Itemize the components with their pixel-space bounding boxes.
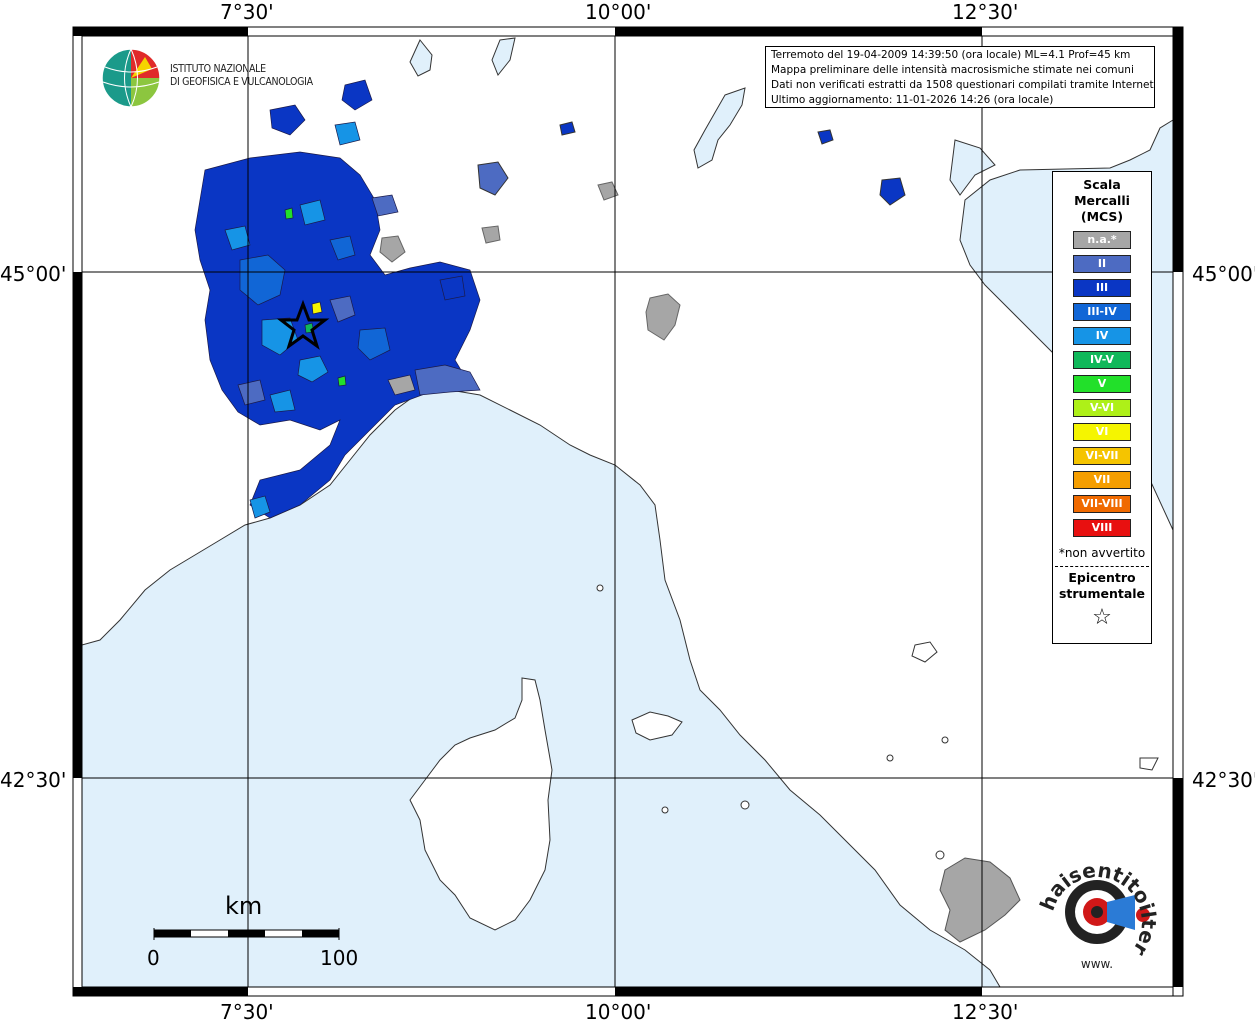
mcs-legend: Scala Mercalli (MCS) n.a.* II III III-IV IV I… — [1052, 171, 1152, 644]
legend-swatch-1: II — [1073, 255, 1131, 273]
scale-max-label: 100 — [320, 946, 359, 970]
legend-note: *non avvertito — [1058, 546, 1146, 560]
legend-swatch-5: IV-V — [1073, 351, 1131, 369]
lon-label-bottom-2: 10°00' — [585, 1000, 652, 1024]
legend-items: n.a.* II III III-IV IV IV-V V V-VI VI VI-VII VII VI… — [1053, 231, 1151, 537]
corsica — [409, 677, 553, 931]
scale-bar: km 0 100 — [145, 890, 359, 980]
lat-label-right-1: 45°00' — [1192, 262, 1255, 286]
lake-garda — [693, 87, 746, 169]
ingv-globe-icon — [101, 48, 161, 108]
legend-star-icon: ☆ — [1092, 605, 1112, 630]
legend-swatch-9: VI-VII — [1073, 447, 1131, 465]
lon-label-bottom-1: 7°30' — [220, 1000, 274, 1024]
lat-label-right-2: 42°30' — [1192, 768, 1255, 792]
frame-bars — [72, 26, 1184, 997]
scale-min-label: 0 — [147, 946, 160, 970]
legend-swatch-10: VII — [1073, 471, 1131, 489]
lon-label-top-3: 12°30' — [952, 0, 1019, 24]
ingv-logo: ISTITUTO NAZIONALE DI GEOFISICA E VULCAN… — [100, 47, 320, 109]
legend-swatch-2: III — [1073, 279, 1131, 297]
hst-logo: haisentitoilterremoto.it www. — [1025, 831, 1161, 975]
legend-swatch-6: V — [1073, 375, 1131, 393]
legend-title-line2: Mercalli — [1074, 193, 1130, 208]
lon-label-top-1: 7°30' — [220, 0, 274, 24]
legend-swatch-8: VI — [1073, 423, 1131, 441]
event-info-line4: Ultimo aggiornamento: 11-01-2026 14:26 (… — [771, 94, 1054, 106]
hst-target-icon: haisentitoilterremoto.it www. — [1025, 831, 1161, 971]
lon-label-bottom-3: 12°30' — [952, 1000, 1019, 1024]
lon-label-top-2: 10°00' — [585, 0, 652, 24]
event-info-line1: Terremoto del 19-04-2009 14:39:50 (ora l… — [771, 49, 1131, 61]
ingv-name-line2: DI GEOFISICA E VULCANOLOGIA — [170, 76, 313, 88]
hst-logo-prefix: www. — [1081, 957, 1113, 971]
ingv-name-line1: ISTITUTO NAZIONALE — [170, 63, 266, 75]
intensity-cluster — [194, 79, 481, 519]
legend-title-line3: (MCS) — [1080, 209, 1124, 224]
scale-bar-graphic — [153, 928, 340, 940]
legend-swatch-7: V-VI — [1073, 399, 1131, 417]
legend-epicentre-line2: strumentale — [1058, 586, 1146, 601]
legend-swatch-3: III-IV — [1073, 303, 1131, 321]
graticule — [73, 27, 1183, 996]
lat-label-left-1: 45°00' — [0, 262, 67, 286]
legend-swatch-11: VII-VIII — [1073, 495, 1131, 513]
legend-epicentre-line1: Epicentro — [1068, 570, 1136, 585]
event-info-line2: Mappa preliminare delle intensità macros… — [771, 64, 1134, 76]
legend-title-line1: Scala — [1083, 177, 1121, 192]
lat-label-left-2: 42°30' — [0, 768, 67, 792]
scale-unit: km — [225, 892, 263, 920]
event-info-box: Terremoto del 19-04-2009 14:39:50 (ora l… — [765, 46, 1155, 108]
legend-separator — [1055, 566, 1149, 567]
legend-swatch-4: IV — [1073, 327, 1131, 345]
legend-swatch-12: VIII — [1073, 519, 1131, 537]
legend-swatch-0: n.a.* — [1073, 231, 1131, 249]
epicentre-star — [276, 299, 330, 350]
event-info-line3: Dati non verificati estratti da 1508 que… — [771, 79, 1155, 91]
